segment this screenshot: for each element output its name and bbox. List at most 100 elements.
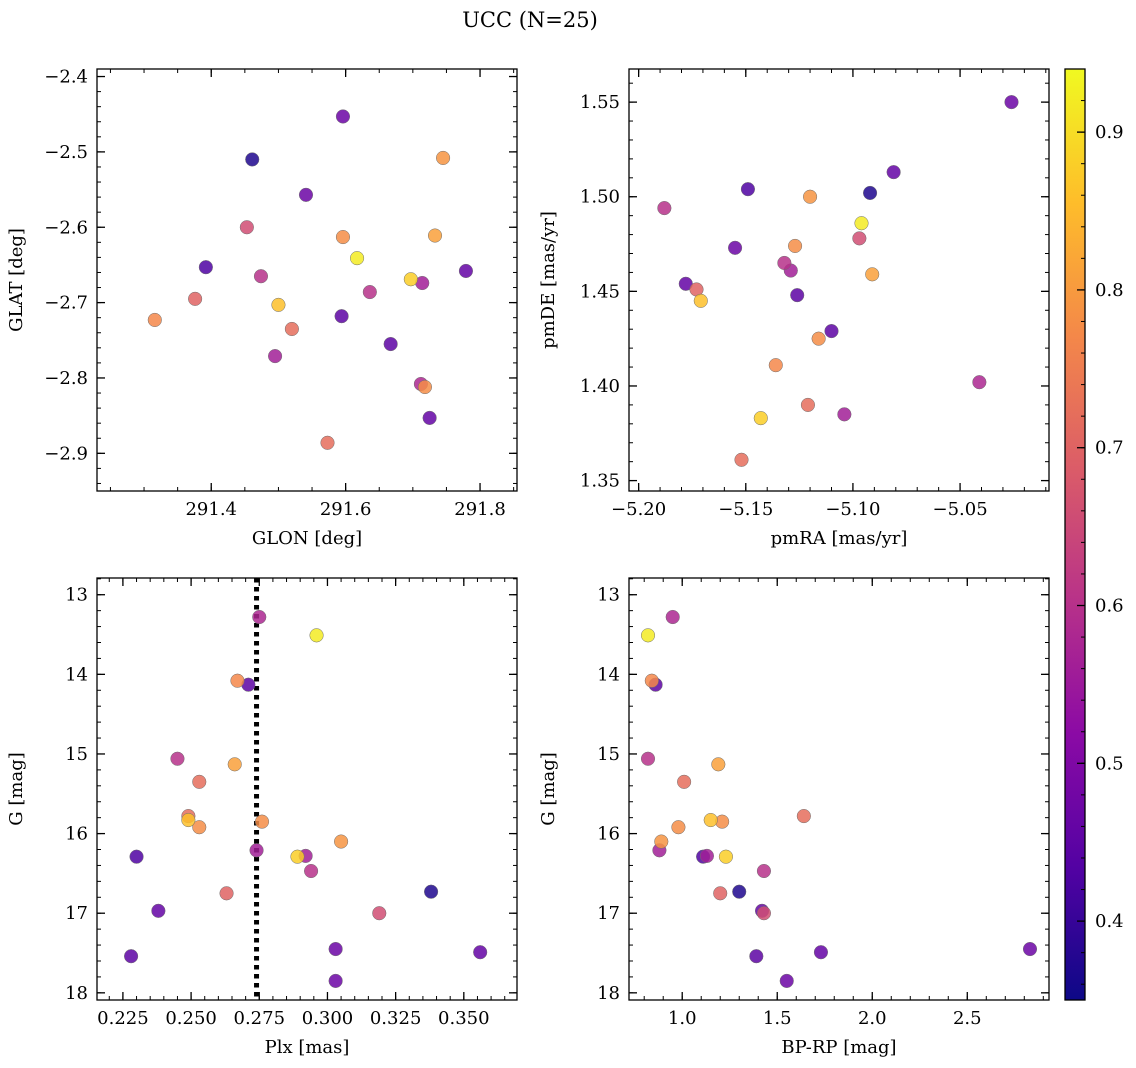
- x-axis-label: BP-RP [mag]: [781, 1037, 896, 1058]
- data-point: [654, 834, 669, 849]
- data-point: [800, 397, 815, 412]
- data-point: [777, 255, 792, 271]
- y-tick-label: −2.7: [44, 293, 88, 314]
- data-point: [188, 291, 203, 306]
- data-point: [239, 220, 254, 235]
- data-point: [790, 288, 805, 303]
- y-tick-label: 18: [597, 983, 620, 1004]
- x-axis-label: Plx [mas]: [265, 1037, 350, 1058]
- data-point: [383, 337, 398, 352]
- data-point: [334, 834, 349, 849]
- data-point: [245, 152, 260, 167]
- y-tick-label: 1.55: [580, 92, 620, 113]
- data-point: [124, 949, 139, 964]
- colorbar-frame: [1064, 68, 1086, 1001]
- data-point: [335, 109, 351, 124]
- data-point: [458, 263, 473, 279]
- x-tick-label: 0.225: [97, 1008, 149, 1029]
- data-point: [972, 375, 987, 390]
- x-tick-label: 1.5: [763, 1008, 792, 1029]
- data-point: [813, 945, 828, 960]
- x-tick-label: 291.8: [454, 499, 506, 520]
- data-point: [473, 945, 488, 960]
- data-point: [718, 849, 733, 864]
- data-point: [254, 814, 270, 829]
- x-tick-label: 0.275: [234, 1008, 286, 1029]
- data-point: [644, 673, 659, 688]
- data-point: [657, 201, 672, 216]
- scatter-points: [640, 609, 1038, 988]
- data-point: [192, 820, 207, 835]
- y-axis-label: GLAT [deg]: [6, 228, 27, 332]
- data-point: [779, 973, 794, 988]
- y-tick-label: 16: [65, 824, 88, 845]
- y-tick-label: 14: [65, 664, 88, 685]
- data-point: [734, 452, 749, 467]
- data-point: [304, 863, 319, 879]
- data-point: [824, 324, 839, 339]
- data-point: [129, 849, 144, 864]
- panel-plx-g: 0.225 0.250 0.275 0.300 0.325 0.350 13 14 15 16 17…: [6, 577, 518, 1058]
- x-axis-label: pmRA [mas/yr]: [771, 528, 908, 549]
- data-point: [863, 185, 878, 201]
- data-point: [252, 609, 267, 625]
- data-point: [677, 774, 692, 789]
- y-tick-label: 17: [65, 903, 88, 924]
- y-tick-label: 15: [65, 744, 88, 765]
- data-point: [328, 941, 343, 957]
- colorbar: 0.4 0.5 0.6 0.7 0.8 0.9: [1064, 68, 1124, 1001]
- data-point: [796, 809, 811, 824]
- y-tick-label: −2.5: [44, 142, 88, 163]
- x-tick-label: 291.6: [320, 499, 372, 520]
- data-point: [170, 751, 185, 766]
- x-tick-label: 1.0: [668, 1008, 697, 1029]
- data-point: [268, 349, 283, 364]
- data-point: [249, 843, 264, 858]
- data-point: [436, 150, 451, 165]
- data-point: [198, 260, 213, 275]
- data-point: [703, 813, 718, 828]
- data-point: [693, 293, 708, 308]
- data-point: [147, 312, 162, 327]
- data-point: [422, 410, 437, 425]
- y-tick-label: 1.50: [580, 187, 620, 208]
- x-tick-label: −5.10: [825, 499, 880, 520]
- data-point: [403, 272, 418, 287]
- y-tick-label: 1.40: [580, 376, 620, 397]
- panel-glon-glat: 291.4 291.6 291.8 −2.4 −2.5 −2.6 −2.7 −2.8 −2.9 G…: [6, 67, 518, 549]
- data-point: [740, 182, 755, 197]
- data-point: [671, 820, 686, 835]
- x-tick-label: 291.4: [185, 499, 237, 520]
- data-point: [151, 903, 166, 918]
- colorbar-tick-label: 0.7: [1095, 438, 1124, 459]
- x-tick-label: −5.05: [932, 499, 987, 520]
- y-axis-label: G [mag]: [6, 752, 27, 825]
- data-point: [417, 379, 432, 395]
- data-point: [350, 251, 365, 266]
- y-tick-label: 18: [65, 983, 88, 1004]
- colorbar-tick-label: 0.6: [1095, 596, 1124, 617]
- data-point: [749, 949, 764, 964]
- y-tick-label: 15: [597, 744, 620, 765]
- axes-frame: [96, 577, 518, 1001]
- data-point: [854, 216, 869, 231]
- data-point: [334, 309, 349, 324]
- y-tick-label: −2.9: [44, 443, 88, 464]
- data-point: [227, 757, 242, 772]
- colorbar-tick-label: 0.9: [1095, 122, 1124, 143]
- axes-frame: [628, 68, 1050, 492]
- x-tick-label: 0.250: [165, 1008, 217, 1029]
- axes-frame: [628, 577, 1050, 1001]
- y-tick-label: −2.4: [44, 67, 88, 88]
- x-tick-label: 0.350: [438, 1008, 490, 1029]
- panel-bprp-g: 1.0 1.5 2.0 2.5 13 14 15 16 17 18 BP-RP [mag] G [ma…: [538, 577, 1050, 1058]
- colorbar-tick-label: 0.5: [1095, 753, 1124, 774]
- data-point: [253, 269, 269, 284]
- data-point: [290, 849, 305, 864]
- y-tick-label: 16: [597, 824, 620, 845]
- data-point: [665, 609, 680, 625]
- data-point: [732, 884, 747, 899]
- x-tick-label: 0.325: [370, 1008, 422, 1029]
- data-point: [699, 848, 714, 863]
- data-point: [711, 757, 726, 772]
